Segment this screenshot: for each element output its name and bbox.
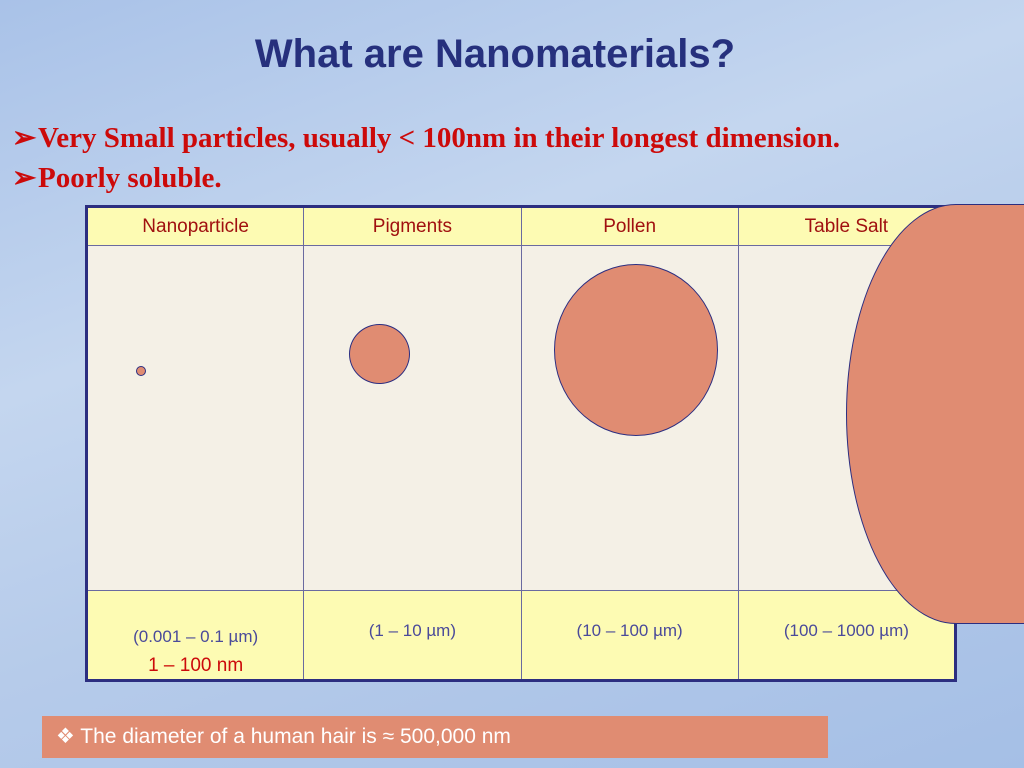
bullet-item: ➢Very Small particles, usually < 100nm i…: [12, 118, 840, 158]
header-pollen: Pollen: [520, 206, 739, 246]
bullet-text: Very Small particles, usually < 100nm in…: [38, 122, 841, 154]
pigment-circle: [349, 324, 410, 384]
pollen-circle: [554, 264, 718, 436]
diamond-bullet-icon: ❖: [56, 725, 75, 748]
nanometer-range-label: 1 – 100 nm: [148, 655, 244, 676]
slide-title: What are Nanomaterials?: [254, 32, 736, 76]
human-hair-note-text: The diameter of a human hair is ≈ 500,00…: [80, 725, 511, 748]
table-range-row: (0.001 – 0.1 µm) 1 – 100 nm (1 – 10 µm) …: [85, 590, 957, 681]
nanoparticle-range-cell: (0.001 – 0.1 µm) 1 – 100 nm: [85, 590, 305, 681]
pigments-image-cell: [303, 245, 522, 591]
bullet-list: ➢Very Small particles, usually < 100nm i…: [12, 118, 840, 198]
particle-size-table: Nanoparticle Pigments Pollen Table Salt …: [85, 205, 957, 682]
table-header-row: Nanoparticle Pigments Pollen Table Salt: [85, 206, 957, 246]
arrow-bullet-icon: ➢: [12, 122, 37, 154]
header-nanoparticle: Nanoparticle: [85, 206, 305, 246]
table-image-row: [85, 245, 957, 591]
nanoparticle-range: (0.001 – 0.1 µm): [133, 627, 259, 646]
table-salt-shape: [846, 204, 1024, 624]
pollen-range: (10 – 100 µm): [520, 590, 739, 681]
bullet-item: ➢Poorly soluble.: [12, 158, 840, 198]
nanoparticle-image-cell: [85, 245, 305, 591]
header-pigments: Pigments: [303, 206, 522, 246]
bullet-text: Poorly soluble.: [38, 162, 222, 194]
nanoparticle-circle: [136, 366, 146, 376]
pigments-range: (1 – 10 µm): [303, 590, 522, 681]
human-hair-note: ❖ The diameter of a human hair is ≈ 500,…: [42, 716, 828, 758]
arrow-bullet-icon: ➢: [12, 162, 37, 194]
